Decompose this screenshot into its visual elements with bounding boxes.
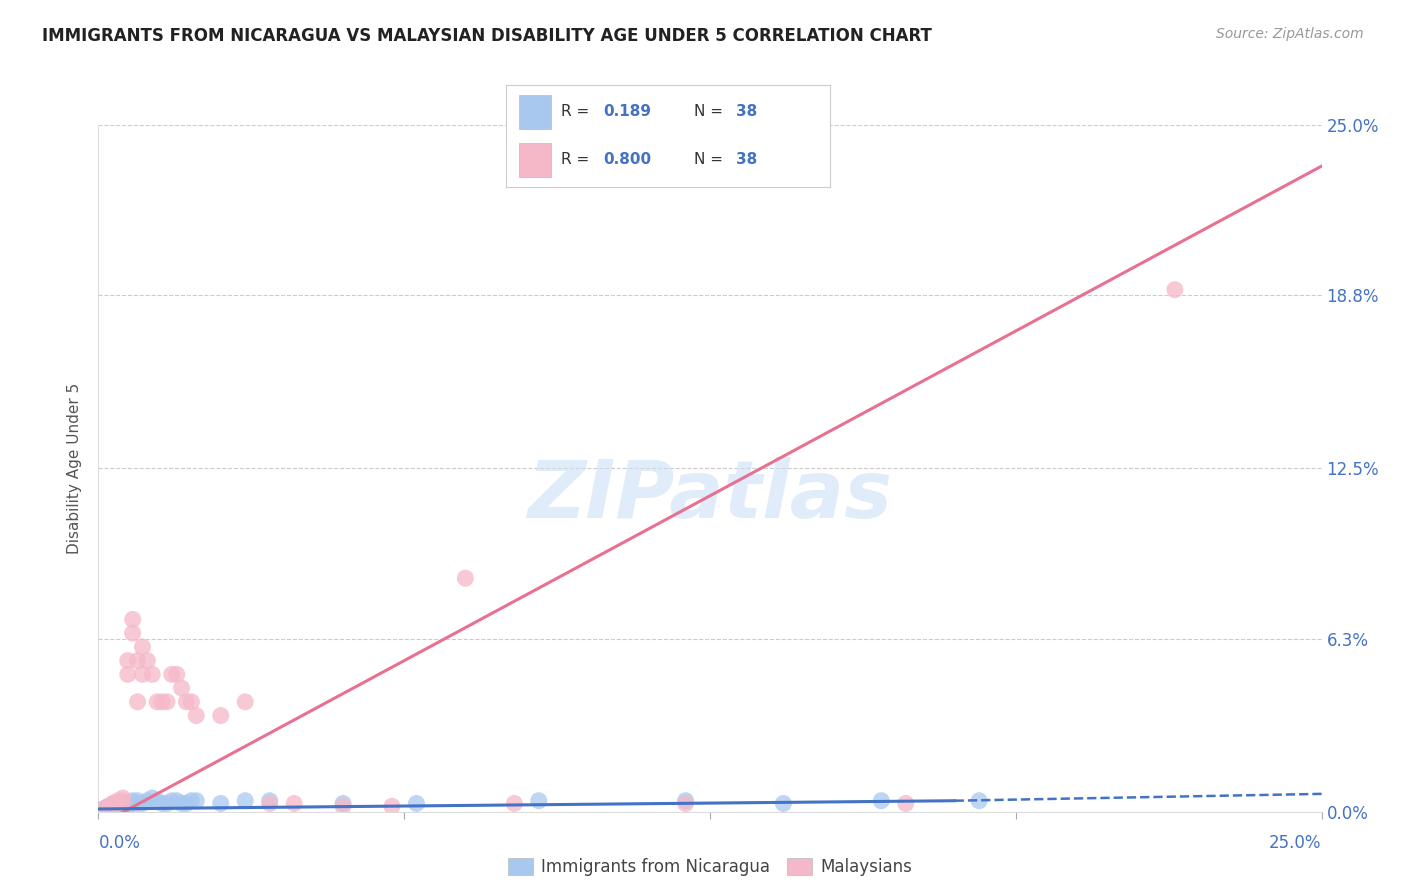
- Point: [127, 695, 149, 709]
- Point: [141, 667, 163, 681]
- Text: N =: N =: [693, 153, 727, 167]
- Y-axis label: Disability Age Under 5: Disability Age Under 5: [67, 383, 83, 554]
- Point: [131, 797, 153, 811]
- Point: [332, 799, 354, 814]
- Point: [111, 794, 134, 808]
- Point: [180, 794, 202, 808]
- Point: [1164, 283, 1187, 297]
- Point: [967, 794, 990, 808]
- Text: 38: 38: [735, 153, 756, 167]
- Point: [107, 799, 129, 814]
- Text: IMMIGRANTS FROM NICARAGUA VS MALAYSIAN DISABILITY AGE UNDER 5 CORRELATION CHART: IMMIGRANTS FROM NICARAGUA VS MALAYSIAN D…: [42, 27, 932, 45]
- Point: [186, 794, 208, 808]
- Point: [121, 626, 143, 640]
- Point: [870, 794, 893, 808]
- Point: [101, 797, 124, 811]
- Point: [180, 695, 202, 709]
- Point: [146, 695, 169, 709]
- Point: [136, 794, 159, 808]
- Point: [176, 695, 198, 709]
- Point: [454, 571, 477, 585]
- Point: [127, 794, 149, 808]
- Point: [121, 797, 143, 811]
- Point: [150, 695, 173, 709]
- Point: [131, 640, 153, 654]
- Point: [97, 802, 120, 816]
- Text: R =: R =: [561, 103, 595, 119]
- Point: [675, 797, 697, 811]
- Point: [101, 802, 124, 816]
- Point: [127, 797, 149, 811]
- Point: [160, 667, 183, 681]
- Point: [117, 799, 139, 814]
- Point: [107, 802, 129, 816]
- Point: [101, 797, 124, 811]
- Point: [121, 612, 143, 626]
- Point: [259, 794, 281, 808]
- Text: 0.0%: 0.0%: [98, 834, 141, 852]
- Bar: [519, 144, 551, 177]
- Point: [170, 797, 193, 811]
- Text: ZIPatlas: ZIPatlas: [527, 457, 893, 535]
- Point: [107, 794, 129, 808]
- Point: [405, 797, 427, 811]
- Point: [233, 695, 256, 709]
- Point: [136, 654, 159, 668]
- Point: [283, 797, 305, 811]
- Point: [101, 799, 124, 814]
- Text: N =: N =: [693, 103, 727, 119]
- Text: 0.800: 0.800: [603, 153, 651, 167]
- Point: [117, 797, 139, 811]
- Point: [166, 667, 188, 681]
- Point: [91, 802, 114, 816]
- Point: [772, 797, 794, 811]
- Point: [166, 794, 188, 808]
- Point: [111, 791, 134, 805]
- Point: [381, 799, 404, 814]
- Point: [101, 799, 124, 814]
- Point: [527, 794, 550, 808]
- Point: [675, 794, 697, 808]
- Point: [107, 797, 129, 811]
- Text: Source: ZipAtlas.com: Source: ZipAtlas.com: [1216, 27, 1364, 41]
- Point: [117, 667, 139, 681]
- Point: [111, 797, 134, 811]
- Point: [156, 695, 179, 709]
- Point: [97, 799, 120, 814]
- Point: [111, 799, 134, 814]
- Point: [170, 681, 193, 695]
- Point: [332, 797, 354, 811]
- Point: [121, 794, 143, 808]
- Point: [146, 794, 169, 808]
- Point: [209, 708, 232, 723]
- Point: [127, 654, 149, 668]
- Point: [160, 794, 183, 808]
- Point: [131, 667, 153, 681]
- Text: 38: 38: [735, 103, 756, 119]
- Text: 0.189: 0.189: [603, 103, 651, 119]
- Point: [150, 797, 173, 811]
- Point: [259, 797, 281, 811]
- Text: R =: R =: [561, 153, 595, 167]
- Point: [209, 797, 232, 811]
- Point: [894, 797, 917, 811]
- Point: [186, 708, 208, 723]
- Bar: [519, 95, 551, 128]
- Point: [176, 797, 198, 811]
- Text: 25.0%: 25.0%: [1270, 834, 1322, 852]
- Point: [156, 797, 179, 811]
- Point: [91, 802, 114, 816]
- Point: [503, 797, 526, 811]
- Point: [97, 799, 120, 814]
- Point: [141, 791, 163, 805]
- Point: [117, 654, 139, 668]
- Point: [233, 794, 256, 808]
- Legend: Immigrants from Nicaragua, Malaysians: Immigrants from Nicaragua, Malaysians: [502, 851, 918, 882]
